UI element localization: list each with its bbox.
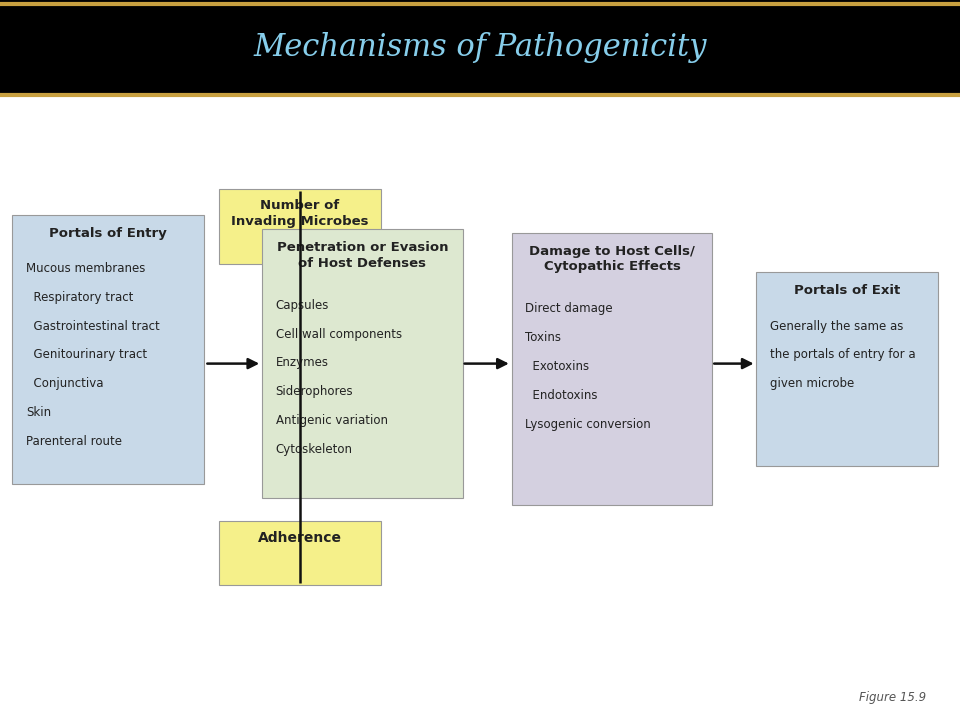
Text: Penetration or Evasion
of Host Defenses: Penetration or Evasion of Host Defenses [276, 241, 448, 270]
Text: Generally the same as: Generally the same as [770, 320, 903, 333]
Text: Capsules: Capsules [276, 299, 329, 312]
FancyBboxPatch shape [219, 521, 381, 585]
Text: Respiratory tract: Respiratory tract [26, 291, 133, 304]
Text: Adherence: Adherence [258, 531, 342, 544]
Bar [0, 0, 960, 95]
FancyBboxPatch shape [12, 215, 204, 484]
Text: Skin: Skin [26, 406, 51, 419]
Text: Antigenic variation: Antigenic variation [276, 414, 388, 427]
Text: Lysogenic conversion: Lysogenic conversion [525, 418, 651, 431]
Text: Portals of Exit: Portals of Exit [794, 284, 900, 297]
Text: Gastrointestinal tract: Gastrointestinal tract [26, 320, 159, 333]
Text: Siderophores: Siderophores [276, 385, 353, 398]
Text: Direct damage: Direct damage [525, 302, 612, 315]
FancyBboxPatch shape [756, 272, 938, 466]
Text: Portals of Entry: Portals of Entry [49, 227, 167, 240]
FancyBboxPatch shape [512, 233, 712, 505]
Text: given microbe: given microbe [770, 377, 854, 390]
Text: the portals of entry for a: the portals of entry for a [770, 348, 916, 361]
Text: Mucous membranes: Mucous membranes [26, 262, 145, 275]
Text: Genitourinary tract: Genitourinary tract [26, 348, 147, 361]
Text: Enzymes: Enzymes [276, 356, 328, 369]
Text: Parenteral route: Parenteral route [26, 435, 122, 448]
Text: Conjunctiva: Conjunctiva [26, 377, 104, 390]
Text: Exotoxins: Exotoxins [525, 360, 589, 373]
Text: Endotoxins: Endotoxins [525, 389, 598, 402]
Text: Toxins: Toxins [525, 331, 561, 344]
FancyBboxPatch shape [219, 189, 381, 264]
Text: Number of
Invading Microbes: Number of Invading Microbes [231, 199, 369, 228]
Text: Figure 15.9: Figure 15.9 [859, 691, 926, 704]
Text: Cell wall components: Cell wall components [276, 328, 401, 341]
Text: Damage to Host Cells/
Cytopathic Effects: Damage to Host Cells/ Cytopathic Effects [529, 245, 695, 274]
FancyBboxPatch shape [262, 229, 463, 498]
Text: Mechanisms of Pathogenicity: Mechanisms of Pathogenicity [253, 32, 707, 63]
Text: Cytoskeleton: Cytoskeleton [276, 443, 352, 456]
